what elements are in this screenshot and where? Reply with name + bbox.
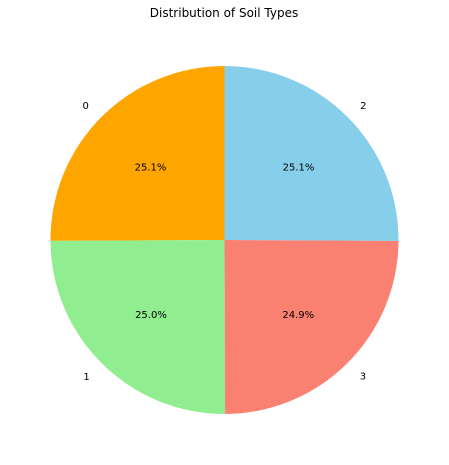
pie-slice-3 (225, 240, 399, 414)
slice-label-3: 3 (360, 371, 366, 382)
pie-slices (50, 66, 398, 414)
pie-slice-0 (50, 66, 224, 241)
slice-percent-0: 25.1% (135, 162, 167, 173)
pie-slice-1 (51, 240, 226, 414)
slice-label-2: 2 (360, 101, 366, 112)
pie-slice-2 (225, 66, 399, 241)
chart-title: Distribution of Soil Types (150, 6, 298, 20)
slice-percent-2: 25.1% (283, 162, 315, 173)
slice-percent-1: 25.0% (135, 310, 167, 321)
slice-percent-3: 24.9% (282, 310, 314, 321)
slice-label-1: 1 (83, 372, 89, 383)
slice-label-0: 0 (82, 101, 88, 112)
